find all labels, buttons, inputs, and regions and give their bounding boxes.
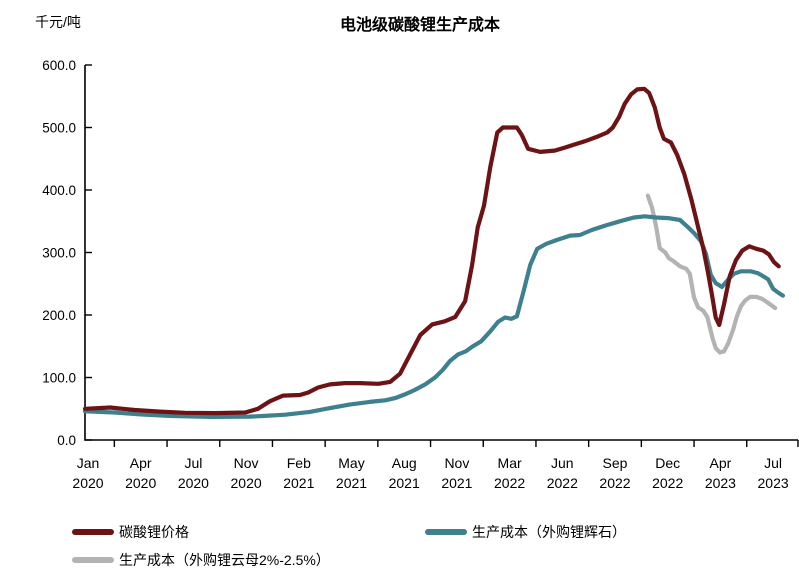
x-tick-month: Sep xyxy=(603,455,628,471)
x-tick-month: Mar xyxy=(498,455,522,471)
x-tick-month: May xyxy=(338,455,364,471)
x-tick-year: 2022 xyxy=(599,475,630,491)
legend-label-price: 碳酸锂价格 xyxy=(119,524,189,540)
y-axis-unit-label: 千元/吨 xyxy=(35,14,81,30)
y-tick-label: 600.0 xyxy=(42,58,76,73)
x-tick-year: 2020 xyxy=(125,475,156,491)
x-tick-year: 2023 xyxy=(758,475,789,491)
x-tick-month: Jul xyxy=(764,455,782,471)
axes xyxy=(84,65,798,441)
x-tick-month: Apr xyxy=(710,455,732,471)
series-line-0 xyxy=(82,86,781,416)
x-tick-year: 2021 xyxy=(336,475,367,491)
x-tick-year: 2021 xyxy=(389,475,420,491)
legend-label-lepidolite: 生产成本（外购锂云母2%-2.5%） xyxy=(119,552,330,568)
x-tick-month: Jan xyxy=(77,455,100,471)
x-tick-year: 2021 xyxy=(441,475,472,491)
x-tick-year: 2022 xyxy=(652,475,683,491)
legend-item-cost-spodumene: 生产成本（外购锂辉石） xyxy=(425,522,626,542)
x-tick-year: 2022 xyxy=(547,475,578,491)
x-tick-month: Nov xyxy=(444,455,469,471)
legend-swatch-lepidolite xyxy=(72,557,114,563)
x-tick-year: 2020 xyxy=(231,475,262,491)
chart-title: 电池级碳酸锂生产成本 xyxy=(339,17,501,34)
legend: 碳酸锂价格 生产成本（外购锂辉石） 生产成本（外购锂云母2%-2.5%） xyxy=(0,518,799,578)
legend-item-lithium-carbonate-price: 碳酸锂价格 xyxy=(72,522,189,542)
y-tick-label: 500.0 xyxy=(42,121,76,136)
x-tick-year: 2020 xyxy=(72,475,103,491)
x-tick-year: 2021 xyxy=(283,475,314,491)
series-line-2 xyxy=(645,193,778,355)
y-tick-label: 0.0 xyxy=(57,433,76,448)
x-tick-month: Jul xyxy=(184,455,202,471)
legend-swatch-spodumene xyxy=(425,529,467,535)
y-tick-label: 100.0 xyxy=(42,371,76,386)
x-tick-month: Feb xyxy=(287,455,311,471)
series-line-1 xyxy=(82,214,786,419)
x-tick-year: 2022 xyxy=(494,475,525,491)
x-tick-month: Dec xyxy=(655,455,680,471)
y-tick-label: 300.0 xyxy=(42,246,76,261)
x-tick-month: Nov xyxy=(234,455,259,471)
legend-label-spodumene: 生产成本（外购锂辉石） xyxy=(472,524,626,540)
plot-area: 0.0 100.0 200.0 300.0 400.0 500.0 600.0 Jan 2020… xyxy=(42,58,799,491)
x-tick-month: Apr xyxy=(130,455,152,471)
x-tick-month: Aug xyxy=(392,455,417,471)
x-tick-year: 2020 xyxy=(178,475,209,491)
x-tick-year: 2023 xyxy=(705,475,736,491)
x-tick-month: Jun xyxy=(551,455,574,471)
legend-item-cost-lepidolite: 生产成本（外购锂云母2%-2.5%） xyxy=(72,550,330,570)
y-tick-label: 400.0 xyxy=(42,183,76,198)
y-tick-label: 200.0 xyxy=(42,308,76,323)
legend-swatch-price xyxy=(72,529,114,535)
